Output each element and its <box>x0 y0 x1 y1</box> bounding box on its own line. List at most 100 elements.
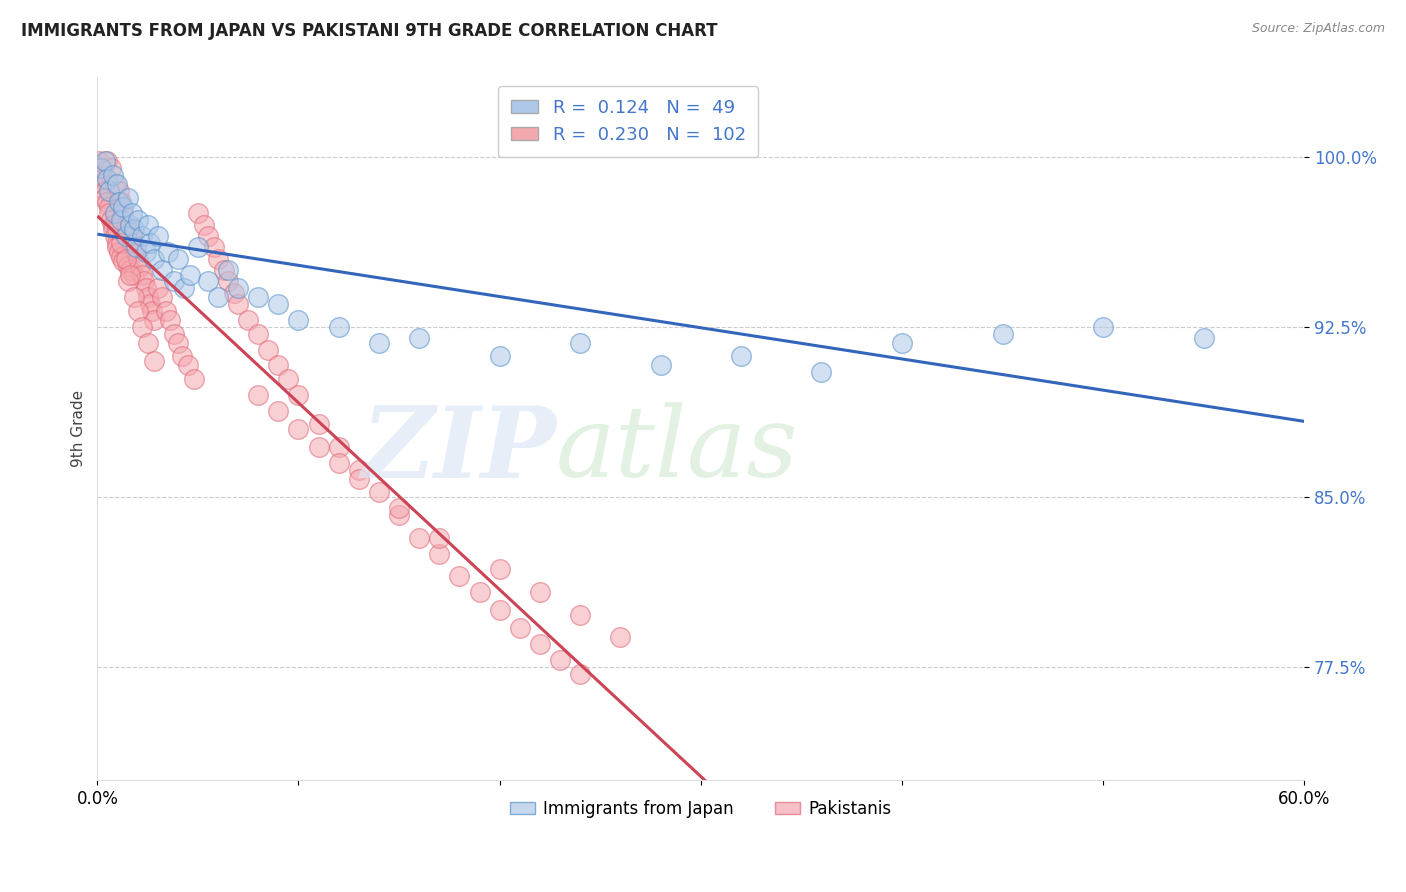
Text: atlas: atlas <box>555 402 799 498</box>
Point <box>118 218 141 232</box>
Point <box>121 229 143 244</box>
Point <box>509 621 531 635</box>
Point <box>408 331 430 345</box>
Point <box>287 422 309 436</box>
Point <box>90 161 112 175</box>
Point <box>96 172 118 186</box>
Point <box>103 218 125 232</box>
Point <box>110 250 132 264</box>
Point <box>117 222 139 236</box>
Point <box>890 335 912 350</box>
Text: Source: ZipAtlas.com: Source: ZipAtlas.com <box>1251 22 1385 36</box>
Point <box>1092 319 1115 334</box>
Point <box>136 218 159 232</box>
Point <box>98 184 121 198</box>
Point <box>991 326 1014 341</box>
Point <box>131 268 153 282</box>
Point <box>267 297 290 311</box>
Point <box>98 200 121 214</box>
Point <box>193 218 215 232</box>
Point <box>277 372 299 386</box>
Point <box>224 285 246 300</box>
Point <box>468 585 491 599</box>
Point <box>207 252 229 266</box>
Point <box>112 206 135 220</box>
Point <box>114 229 136 244</box>
Point <box>96 195 118 210</box>
Point <box>408 531 430 545</box>
Point <box>117 191 139 205</box>
Point <box>122 290 145 304</box>
Point <box>247 388 270 402</box>
Point <box>609 631 631 645</box>
Point <box>122 268 145 282</box>
Point <box>159 313 181 327</box>
Text: ZIP: ZIP <box>361 401 555 499</box>
Point <box>328 319 350 334</box>
Point <box>94 154 117 169</box>
Point <box>114 218 136 232</box>
Point <box>135 245 157 260</box>
Point <box>179 268 201 282</box>
Point <box>93 177 115 191</box>
Point <box>108 245 131 260</box>
Point <box>108 184 131 198</box>
Point <box>122 222 145 236</box>
Point <box>98 206 121 220</box>
Point <box>127 304 149 318</box>
Point <box>89 154 111 169</box>
Point <box>308 417 330 432</box>
Point <box>128 259 150 273</box>
Point <box>112 254 135 268</box>
Point <box>142 252 165 266</box>
Point <box>104 229 127 244</box>
Point <box>427 547 450 561</box>
Point <box>155 304 177 318</box>
Point <box>170 349 193 363</box>
Point <box>103 222 125 236</box>
Point <box>173 281 195 295</box>
Point <box>267 359 290 373</box>
Point <box>127 252 149 266</box>
Point <box>121 235 143 250</box>
Point <box>569 335 592 350</box>
Point <box>810 365 832 379</box>
Point <box>107 222 129 236</box>
Point <box>108 195 131 210</box>
Point <box>136 335 159 350</box>
Point <box>142 313 165 327</box>
Point <box>328 456 350 470</box>
Point <box>107 177 129 191</box>
Point <box>117 275 139 289</box>
Point <box>110 213 132 227</box>
Point <box>569 666 592 681</box>
Point <box>110 195 132 210</box>
Point <box>90 161 112 175</box>
Point <box>107 235 129 250</box>
Point <box>107 240 129 254</box>
Point <box>488 562 510 576</box>
Point <box>212 263 235 277</box>
Point <box>488 349 510 363</box>
Point <box>150 290 173 304</box>
Point <box>488 603 510 617</box>
Point <box>347 472 370 486</box>
Point <box>197 275 219 289</box>
Point <box>131 319 153 334</box>
Point <box>136 290 159 304</box>
Point <box>347 463 370 477</box>
Legend: Immigrants from Japan, Pakistanis: Immigrants from Japan, Pakistanis <box>503 793 898 825</box>
Point <box>103 168 125 182</box>
Point <box>132 275 155 289</box>
Point <box>94 191 117 205</box>
Point <box>142 354 165 368</box>
Point <box>287 388 309 402</box>
Point <box>121 206 143 220</box>
Point <box>96 154 118 169</box>
Point <box>1192 331 1215 345</box>
Point <box>730 349 752 363</box>
Point <box>187 206 209 220</box>
Point <box>124 245 146 260</box>
Point <box>247 290 270 304</box>
Point <box>100 161 122 175</box>
